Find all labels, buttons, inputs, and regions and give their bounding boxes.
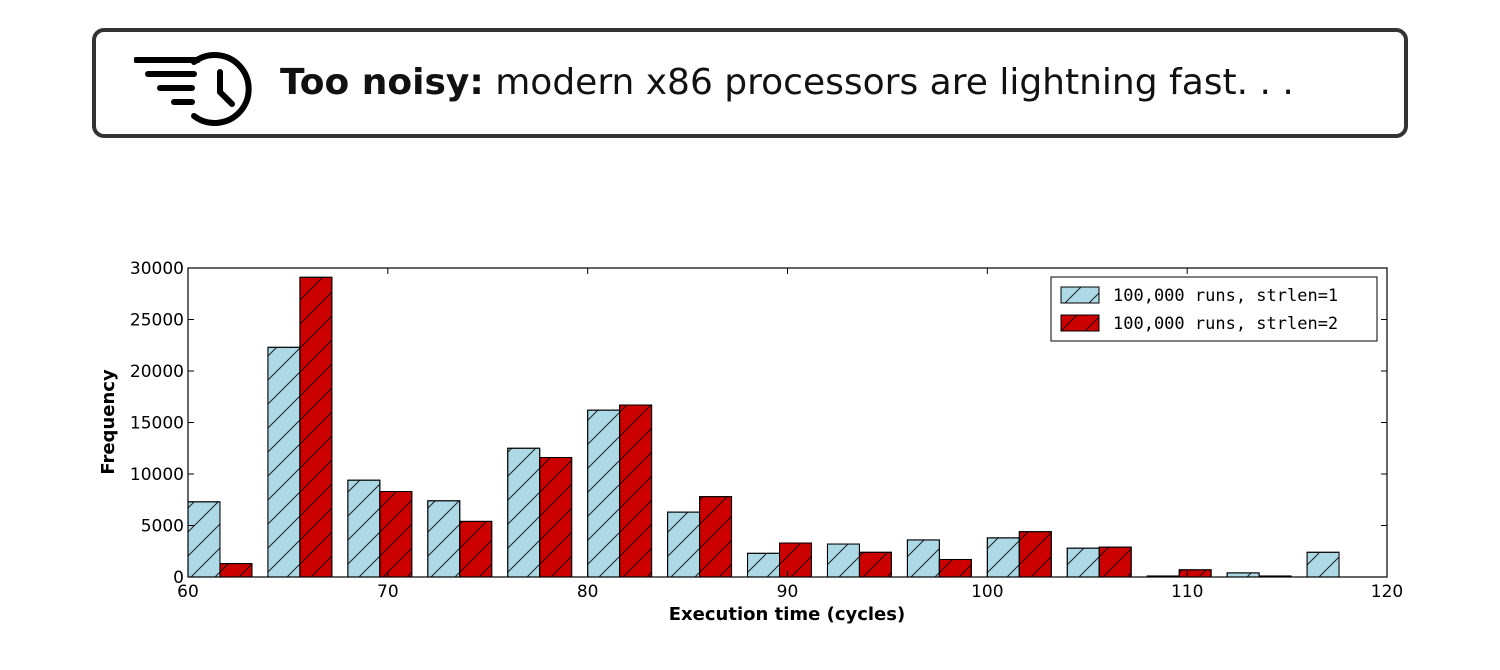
bar	[1098, 546, 1132, 578]
bar-hatch	[507, 447, 541, 578]
bar	[1018, 531, 1052, 578]
bar	[219, 563, 253, 578]
bar	[1306, 551, 1340, 578]
bar-hatch	[539, 457, 573, 578]
x-tick-label: 120	[1371, 582, 1403, 602]
bar	[938, 558, 972, 578]
bar-hatch	[667, 511, 701, 578]
bar-hatch	[587, 409, 621, 578]
x-tick-label: 100	[971, 582, 1003, 602]
bar-hatch	[187, 501, 221, 578]
axes-layer: 60 70 80 90 100 110 120 0 5000 10000 15000 20000 250…	[130, 259, 1403, 602]
bar	[587, 409, 621, 578]
banner-body-text: modern x86 processors are lightning fast…	[495, 62, 1294, 103]
bar-hatch	[938, 558, 972, 578]
bar-hatch	[267, 346, 301, 578]
bar	[267, 346, 301, 578]
x-tick-label: 80	[577, 582, 599, 602]
y-tick-label: 20000	[130, 362, 184, 382]
x-tick-label: 60	[177, 582, 199, 602]
bar	[826, 543, 860, 578]
bar	[1066, 547, 1100, 578]
legend-swatch-hatch	[1061, 315, 1099, 331]
bar-hatch	[619, 404, 653, 578]
bar	[299, 276, 333, 578]
banner-strong-text: Too noisy:	[280, 62, 484, 103]
legend-box	[1050, 276, 1378, 342]
legend-label: 100,000 runs, strlen=2	[1113, 314, 1338, 334]
x-tick-label: 90	[777, 582, 799, 602]
bar	[539, 457, 573, 578]
bar-hatch	[427, 500, 461, 578]
bar	[507, 447, 541, 578]
y-tick-label: 15000	[130, 414, 184, 434]
bar	[1178, 569, 1212, 578]
bar-hatch	[1018, 531, 1052, 578]
y-tick-label: 30000	[130, 259, 184, 279]
bar	[747, 552, 781, 578]
bar	[187, 501, 221, 578]
x-tick-label: 70	[377, 582, 399, 602]
legend-swatch-hatch	[1061, 287, 1099, 303]
bar	[906, 539, 940, 578]
bar-hatch	[1226, 572, 1260, 578]
bar	[986, 537, 1020, 578]
bar	[619, 404, 653, 578]
x-tick-label: 110	[1171, 582, 1203, 602]
bar	[699, 496, 733, 578]
y-tick-label: 0	[173, 568, 184, 588]
y-tick-label: 10000	[130, 465, 184, 485]
bar-hatch	[299, 276, 333, 578]
bar-hatch	[1178, 569, 1212, 578]
bar-hatch	[219, 563, 253, 578]
banner-box: Too noisy: modern x86 processors are lig…	[92, 28, 1408, 138]
fast-clock-icon	[134, 52, 252, 126]
legend: 100,000 runs, strlen=1 100,000 runs, strl…	[1050, 276, 1378, 342]
bar	[459, 520, 493, 578]
y-axis-label: Frequency	[98, 369, 119, 475]
bar	[667, 511, 701, 578]
bar-hatch	[906, 539, 940, 578]
bars-layer	[187, 276, 1340, 578]
bar-hatch	[1098, 546, 1132, 578]
bar-hatch	[459, 520, 493, 578]
banner-message: Too noisy: modern x86 processors are lig…	[280, 62, 1294, 103]
bar-hatch	[986, 537, 1020, 578]
bar-hatch	[1306, 551, 1340, 578]
legend-label: 100,000 runs, strlen=1	[1113, 286, 1338, 306]
bar	[347, 479, 381, 578]
bar-hatch	[747, 552, 781, 578]
bar-hatch	[858, 551, 892, 578]
bar	[1226, 572, 1260, 578]
y-tick-label: 25000	[130, 311, 184, 331]
bar	[779, 542, 812, 578]
bar	[379, 491, 413, 578]
bar	[427, 500, 461, 578]
x-axis-label: Execution time (cycles)	[669, 604, 905, 625]
bar-hatch	[379, 491, 413, 578]
bar	[858, 551, 892, 578]
bar-hatch	[1066, 547, 1100, 578]
bar-hatch	[347, 479, 381, 578]
y-tick-label: 5000	[141, 517, 184, 537]
bar-hatch	[779, 542, 812, 578]
bar-hatch	[826, 543, 860, 578]
bar-hatch	[699, 496, 733, 578]
